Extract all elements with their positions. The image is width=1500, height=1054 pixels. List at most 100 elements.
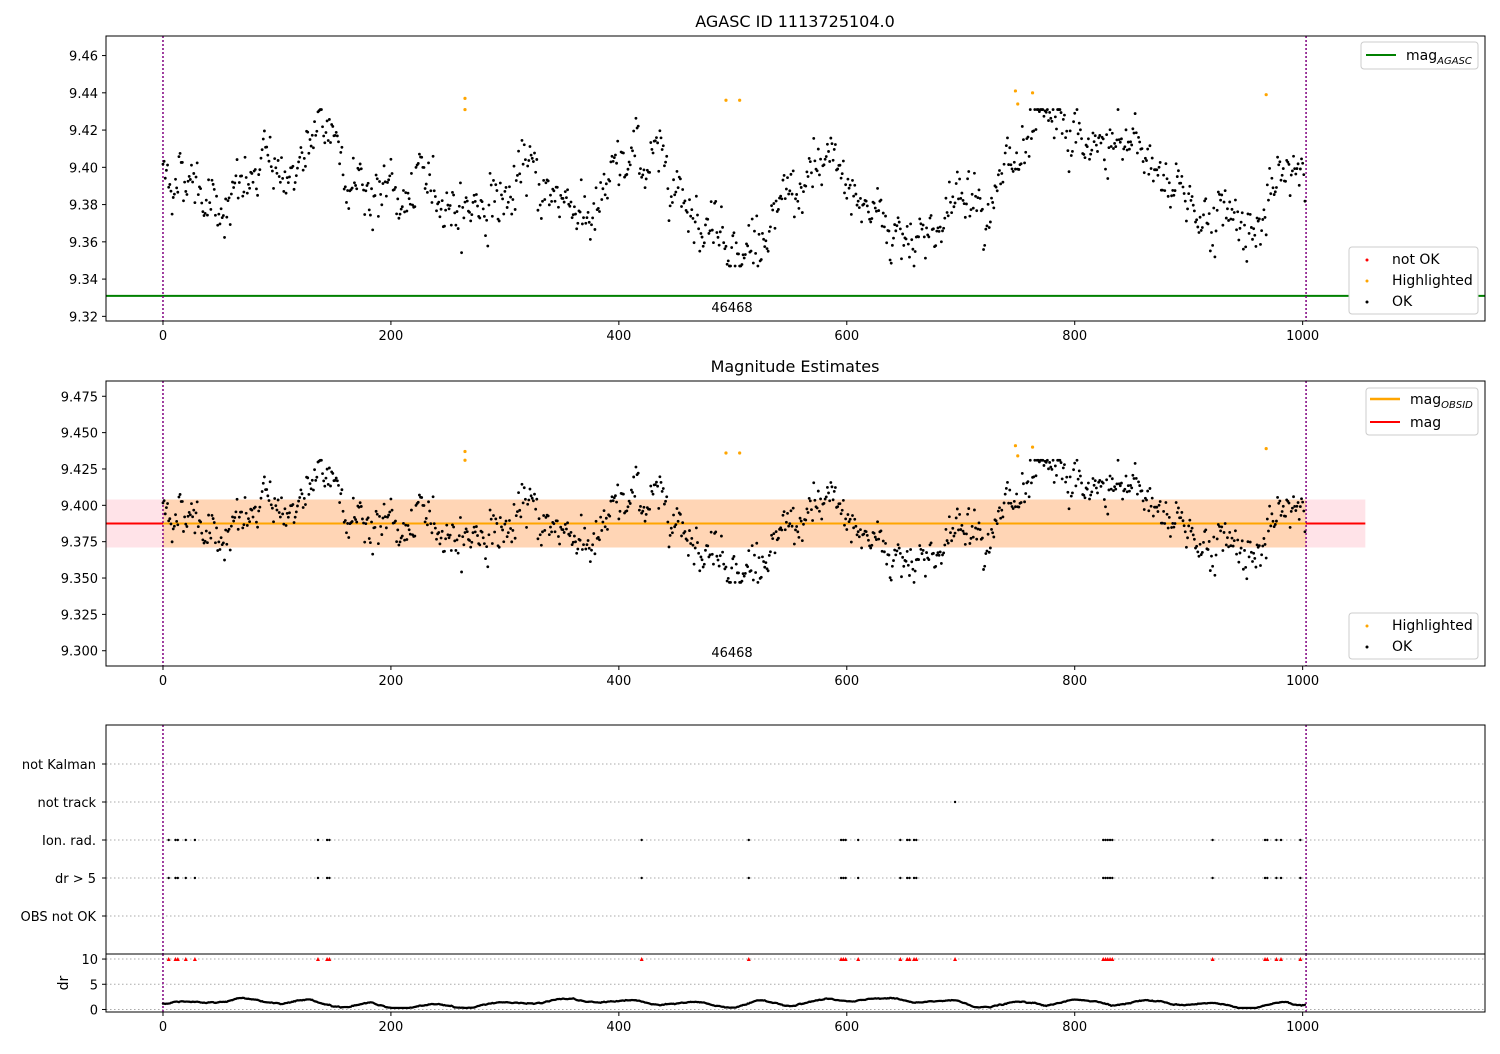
ok-point [731, 557, 735, 561]
ok-point [843, 523, 846, 527]
ok-point [936, 551, 940, 555]
ok-point [334, 476, 338, 480]
flag-point [176, 838, 179, 842]
ok-point [468, 539, 471, 542]
ok-point [463, 531, 467, 534]
ok-point [1064, 480, 1068, 484]
ok-point [696, 213, 699, 217]
ok-point [1260, 229, 1264, 233]
ok-point [747, 549, 751, 553]
ok-point [877, 537, 881, 541]
ok-point [935, 229, 939, 233]
ok-point [1170, 526, 1173, 529]
ok-point [836, 167, 840, 171]
ok-point [570, 543, 574, 547]
ok-point [766, 569, 770, 573]
ok-point [1088, 157, 1091, 161]
ok-point [405, 209, 409, 213]
ok-point [974, 194, 977, 198]
ok-point [644, 512, 648, 516]
ok-point [824, 495, 828, 499]
ok-point [1279, 178, 1283, 182]
ok-point [202, 214, 206, 217]
ok-point [688, 529, 691, 532]
ok-point [680, 205, 683, 208]
ok-point [1069, 154, 1073, 157]
ok-point [787, 192, 791, 196]
ok-point [831, 158, 835, 162]
ok-point [509, 527, 512, 530]
ok-point [978, 528, 982, 531]
ok-point [1042, 114, 1046, 118]
ok-point [724, 565, 728, 569]
ok-point [651, 151, 655, 155]
ok-point [183, 515, 187, 519]
ok-point [1009, 501, 1013, 505]
ok-point [1301, 500, 1305, 504]
ok-point [606, 196, 609, 200]
ok-point [588, 560, 592, 564]
flag-point [915, 838, 918, 842]
ok-point [429, 189, 433, 193]
ok-point [1015, 492, 1018, 496]
ok-point [565, 196, 568, 200]
ok-point [669, 195, 673, 199]
dr-clipped-marker [843, 957, 848, 962]
ok-point [856, 530, 860, 534]
ok-point [251, 515, 255, 519]
ok-point [1002, 162, 1006, 166]
ok-point [1137, 480, 1140, 484]
ok-point [247, 517, 250, 521]
ok-point [423, 520, 427, 524]
ok-point [285, 511, 289, 515]
ok-point [1188, 518, 1192, 522]
ok-point [280, 156, 283, 160]
flag-point [908, 876, 911, 880]
ok-point [1036, 108, 1040, 111]
ok-point [331, 472, 335, 475]
ok-point [478, 543, 482, 547]
ok-point [1131, 127, 1135, 131]
ok-point [840, 172, 844, 175]
ok-point [1198, 542, 1202, 546]
ok-point [579, 178, 583, 182]
ok-point [611, 160, 615, 163]
ok-point [697, 227, 701, 231]
ok-point [900, 575, 903, 579]
ok-point [788, 522, 792, 526]
ok-point [408, 532, 412, 536]
ok-point [438, 542, 442, 546]
ok-point [906, 563, 910, 567]
ok-point [767, 229, 771, 233]
ok-point [615, 161, 618, 165]
ok-point [206, 213, 209, 217]
ok-point [873, 206, 877, 210]
ok-point [971, 535, 975, 539]
ok-point [806, 175, 810, 178]
ok-point [430, 201, 434, 204]
ok-point [700, 235, 704, 239]
ok-point [1114, 487, 1118, 491]
ok-point [819, 497, 822, 501]
flag-point [905, 876, 909, 880]
ok-point [321, 472, 324, 476]
ok-point [617, 517, 621, 521]
ok-point [1112, 147, 1115, 150]
ok-point [1161, 521, 1164, 525]
ok-point [1058, 108, 1062, 111]
ok-point [497, 219, 501, 223]
ok-point [1167, 181, 1171, 185]
ok-point [552, 522, 556, 526]
ok-point [521, 501, 525, 505]
ok-point [506, 200, 510, 204]
flag-point [316, 838, 320, 842]
ok-point [343, 185, 347, 189]
ok-point [310, 133, 314, 137]
ok-point [325, 119, 329, 123]
ok-point [790, 192, 794, 196]
ok-point [1212, 206, 1216, 210]
ok-point [1105, 478, 1109, 482]
ok-point [1254, 245, 1258, 248]
ok-point [934, 565, 938, 568]
ok-point [561, 197, 565, 200]
